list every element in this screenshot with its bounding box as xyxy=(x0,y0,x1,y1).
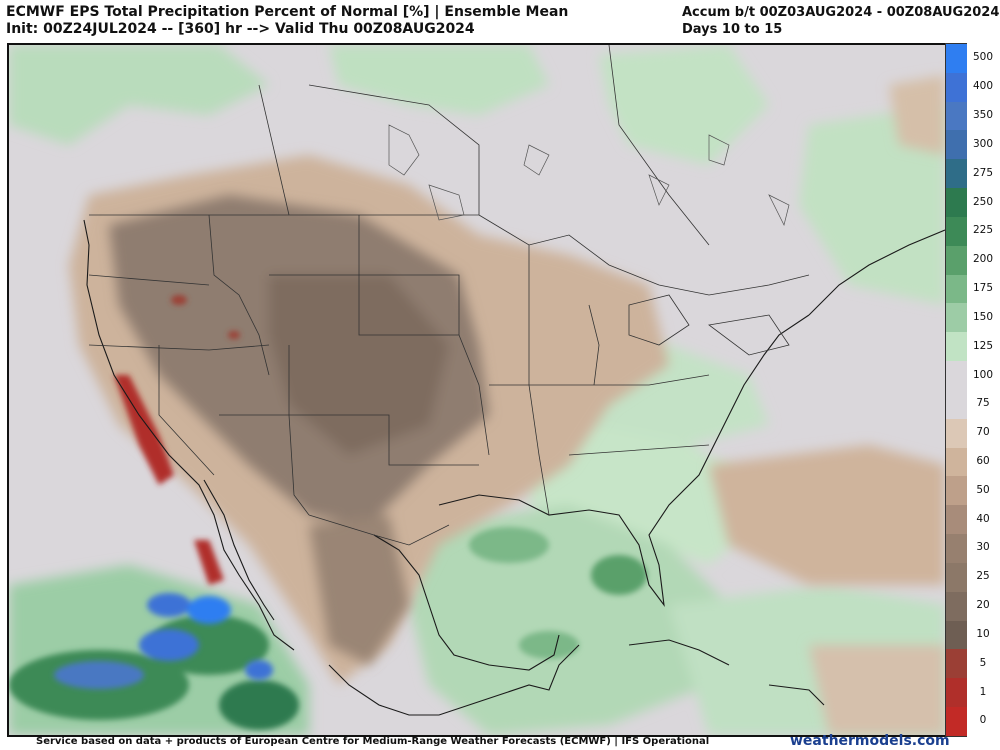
legend-swatch xyxy=(946,159,967,189)
legend-swatch xyxy=(946,303,967,333)
legend-swatch xyxy=(946,707,967,736)
legend-label: 300 xyxy=(972,137,994,150)
legend-label: 400 xyxy=(972,80,994,93)
missouri-river-border xyxy=(458,334,490,456)
tennessee-border xyxy=(568,444,710,456)
mexico-south-coast xyxy=(328,644,580,716)
legend-label: 200 xyxy=(972,253,994,266)
legend-swatch xyxy=(946,72,967,102)
legend-swatch xyxy=(946,216,967,246)
hudson-bay-outline xyxy=(608,45,710,246)
legend-swatch xyxy=(946,505,967,535)
legend-swatch xyxy=(946,678,967,708)
footer-credit: Service based on data + products of Euro… xyxy=(36,736,710,747)
legend-label: 0 xyxy=(979,714,987,727)
colorado-border xyxy=(288,345,479,466)
legend-swatch xyxy=(946,476,967,506)
accum-line-2: Days 10 to 15 xyxy=(682,22,783,37)
precip-field-blue xyxy=(54,593,273,689)
legend-label: 10 xyxy=(976,627,990,640)
legend-swatch xyxy=(946,389,967,419)
hispaniola-coast xyxy=(768,684,825,706)
legend-label: 1 xyxy=(979,685,987,698)
map-title: ECMWF EPS Total Precipitation Percent of… xyxy=(6,4,568,38)
midwest-latitude-border xyxy=(489,374,710,386)
arizona-border xyxy=(219,414,310,516)
legend-label: 60 xyxy=(976,455,990,467)
legend-swatch xyxy=(946,245,967,275)
legend-label: 250 xyxy=(972,195,994,208)
legend-label: 225 xyxy=(972,224,994,237)
legend-swatch xyxy=(946,332,967,362)
precipitation-map xyxy=(7,43,947,737)
lake-ontario-outline xyxy=(708,314,790,356)
legend-swatch xyxy=(946,101,967,131)
legend-swatch xyxy=(946,361,967,390)
accum-line-1: Accum b/t 00Z03AUG2024 - 00Z08AUG2024 xyxy=(682,5,1000,20)
state-and-national-borders xyxy=(88,45,810,546)
idaho-montana-border xyxy=(208,214,270,376)
precip-field-red xyxy=(114,295,240,585)
legend-labels: 500 400 350 300 275 250 225 200 175 150 125 100 75 70… xyxy=(966,43,1000,735)
site-link[interactable]: weathermodels.com xyxy=(790,733,950,749)
great-lakes-outline xyxy=(628,294,690,346)
legend-label: 30 xyxy=(976,541,990,554)
title-line-2: Init: 00Z24JUL2024 -- [360] hr --> Valid… xyxy=(6,21,475,37)
legend-label: 100 xyxy=(972,368,994,381)
gulf-west-coast xyxy=(373,534,560,671)
nevada-north-border xyxy=(88,344,270,351)
legend-swatch xyxy=(946,418,967,448)
legend-swatch xyxy=(946,562,967,592)
accumulation-period: Accum b/t 00Z03AUG2024 - 00Z08AUG2024 Da… xyxy=(682,4,999,38)
legend-label: 25 xyxy=(976,570,990,583)
legend-swatch xyxy=(946,620,967,650)
mississippi-border xyxy=(528,245,550,516)
legend-label: 125 xyxy=(972,339,994,352)
legend-swatch xyxy=(946,591,967,621)
coastlines-and-borders xyxy=(83,219,945,716)
legend-colorbar xyxy=(945,43,967,737)
bc-alberta-border xyxy=(258,84,290,216)
california-nevada-border xyxy=(158,345,215,476)
legend-label: 150 xyxy=(972,310,994,323)
legend-label: 350 xyxy=(972,109,994,122)
map-canvas xyxy=(9,45,945,735)
wyoming-border xyxy=(269,274,459,336)
cuba-coast xyxy=(628,639,730,666)
precip-field-brown-dark xyxy=(109,195,489,665)
legend-label: 40 xyxy=(976,512,990,525)
dakota-border xyxy=(358,215,460,335)
us-west-coast xyxy=(83,219,295,651)
legend-swatch xyxy=(946,534,967,563)
legend-swatch xyxy=(946,44,967,73)
lakes-canada xyxy=(388,124,790,227)
legend-label: 50 xyxy=(976,483,990,496)
legend-label: 20 xyxy=(976,599,990,612)
baja-california-coast xyxy=(203,479,275,621)
legend-swatch xyxy=(946,188,967,217)
canada-east-coast xyxy=(808,229,945,316)
legend-label: 175 xyxy=(972,282,994,295)
us-mexico-border xyxy=(308,514,450,546)
lake-michigan-outline xyxy=(588,304,600,386)
legend-label: 500 xyxy=(972,51,994,64)
legend-label: 275 xyxy=(972,166,994,179)
canada-province-border xyxy=(308,84,480,215)
title-line-1: ECMWF EPS Total Precipitation Percent of… xyxy=(6,4,569,20)
legend-swatch xyxy=(946,447,967,477)
legend-label: 75 xyxy=(976,397,990,410)
legend-label: 70 xyxy=(976,426,990,439)
legend-label: 5 xyxy=(979,656,987,669)
legend-swatch xyxy=(946,274,967,304)
legend-swatch xyxy=(946,649,967,679)
oregon-border xyxy=(88,274,210,286)
us-canada-border-east xyxy=(478,214,810,296)
legend-swatch xyxy=(946,130,967,160)
